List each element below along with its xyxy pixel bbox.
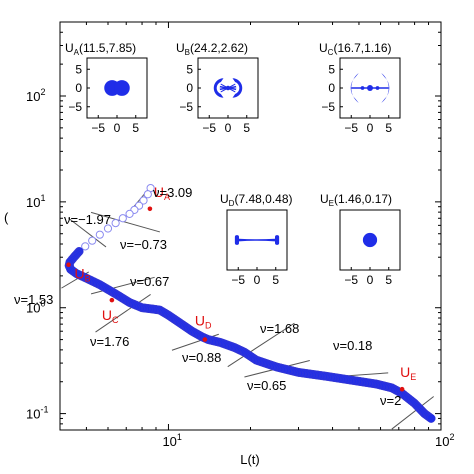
highlight-point bbox=[202, 337, 208, 342]
x-axis-label: L(t) bbox=[240, 452, 260, 467]
inset-x-tick-label: 5 bbox=[385, 273, 392, 287]
inset-node bbox=[360, 86, 365, 90]
inset-blob bbox=[114, 80, 130, 96]
inset-y-tick-label: 5 bbox=[328, 62, 335, 76]
inset-y-tick-label: 0 bbox=[186, 81, 193, 95]
fit-labels: ν=3.09 ν=−1.97 ν=−0.73 ν=0.67 ν=1.53 ν=1.76 ν=… bbox=[14, 185, 401, 408]
fit-label: ν=−0.73 bbox=[120, 237, 167, 252]
highlight-point bbox=[66, 262, 71, 267]
fit-line bbox=[391, 396, 434, 430]
inset-title: UE(1.46,0.17) bbox=[320, 192, 392, 208]
curve-open-marker bbox=[111, 219, 120, 228]
inset-c: UC(16.7,1.16)−5 0 550−5 bbox=[319, 41, 401, 135]
inset-end bbox=[275, 235, 280, 245]
inset-node bbox=[375, 86, 380, 90]
inset-y-tick-label: 5 bbox=[186, 62, 193, 76]
inset-x-tick-label: 0 bbox=[254, 273, 261, 287]
highlight-point-label: UC bbox=[102, 307, 119, 325]
main-axis-ticks: 101 102 10-1 100 101 102 bbox=[26, 22, 454, 449]
inset-disk bbox=[362, 232, 378, 248]
x-tick-label: 101 bbox=[162, 432, 181, 449]
highlight-point-label: UE bbox=[400, 364, 416, 382]
fit-label: ν=−1.97 bbox=[64, 212, 111, 227]
inset-x-tick-label: 5 bbox=[272, 273, 279, 287]
y-tick-label: 101 bbox=[26, 193, 45, 210]
y-tick-label: 100 bbox=[26, 299, 45, 316]
curve-marker bbox=[426, 413, 436, 423]
inset-x-tick-label: −5 bbox=[344, 273, 358, 287]
curve-open-marker bbox=[143, 190, 152, 199]
inset-y-tick-label: −5 bbox=[321, 100, 335, 114]
inset-x-tick-label: −5 bbox=[91, 121, 105, 135]
curve-open-marker bbox=[103, 224, 113, 233]
highlight-point bbox=[109, 297, 115, 303]
inset-x-tick-label: 0 bbox=[114, 121, 121, 135]
inset-y-tick-label: −5 bbox=[179, 100, 193, 114]
highlight-point-label: UD bbox=[195, 313, 212, 331]
inset-e: UE(1.46,0.17) −5 0 5 bbox=[320, 192, 401, 287]
inset-a: UA(11.5,7.85)−5 0 550−5 bbox=[65, 41, 148, 135]
fit-line bbox=[90, 211, 161, 233]
inset-arc-right bbox=[381, 73, 390, 103]
fit-label: ν=1.53 bbox=[14, 292, 53, 307]
inset-core bbox=[367, 85, 373, 91]
inset-arc-left bbox=[350, 73, 359, 103]
inset-x-tick-label: −5 bbox=[231, 273, 245, 287]
inset-y-tick-label: 0 bbox=[328, 81, 335, 95]
inset-title: UB(24.2,2.62) bbox=[176, 41, 248, 57]
inset-arc-left bbox=[213, 78, 224, 98]
inset-end bbox=[234, 235, 239, 245]
curve-open-marker bbox=[88, 236, 97, 245]
fit-line bbox=[90, 276, 155, 295]
highlight-point-label: UA bbox=[154, 184, 170, 202]
inset-title: UA(11.5,7.85) bbox=[65, 41, 136, 57]
x-tick-label: 102 bbox=[435, 432, 454, 449]
inset-neck bbox=[239, 238, 275, 242]
curve-open-marker bbox=[125, 209, 134, 218]
inset-x-tick-label: 5 bbox=[243, 121, 250, 135]
fit-line bbox=[227, 322, 295, 368]
inset-y-tick-label: 5 bbox=[75, 62, 82, 76]
fit-label: ν=3.09 bbox=[153, 185, 192, 200]
inset-title: UC(16.7,1.16) bbox=[319, 41, 392, 57]
curve-open-marker bbox=[81, 242, 90, 251]
fit-label: ν=0.18 bbox=[333, 338, 372, 353]
inset-y-tick-label: 0 bbox=[75, 81, 82, 95]
inset-x-tick-label: −5 bbox=[202, 121, 216, 135]
fit-line bbox=[68, 217, 107, 248]
curve-open-marker bbox=[139, 196, 148, 205]
inset-x-tick-label: 0 bbox=[225, 121, 232, 135]
inset-x-tick-label: 5 bbox=[132, 121, 139, 135]
highlight-point bbox=[399, 386, 405, 392]
fit-label: ν=1.76 bbox=[90, 334, 129, 349]
fit-label: ν=0.65 bbox=[247, 378, 286, 393]
fit-label: ν=0.88 bbox=[182, 350, 221, 365]
inset-arc-right bbox=[232, 78, 243, 98]
curve-open-marker bbox=[95, 230, 104, 239]
fit-line bbox=[95, 293, 151, 333]
inset-b: UB(24.2,2.62)−5 0 550−5 bbox=[176, 41, 259, 135]
curve-open-marker bbox=[118, 214, 127, 223]
inset-x-tick-label: 0 bbox=[367, 273, 374, 287]
data-curve bbox=[64, 183, 436, 423]
y-tick-label: 10-1 bbox=[26, 405, 48, 422]
inset-x-tick-label: 0 bbox=[367, 121, 374, 135]
fit-label: ν=1.68 bbox=[260, 321, 299, 336]
y-tick-label: 102 bbox=[26, 87, 45, 104]
fit-label: ν=2 bbox=[380, 393, 401, 408]
inset-title: UD(7.48,0.48) bbox=[220, 192, 293, 208]
y-axis-label-fragment: ( bbox=[4, 210, 9, 225]
fit-label: ν=0.67 bbox=[130, 274, 169, 289]
inset-d: UD(7.48,0.48) −5 0 5 bbox=[220, 192, 293, 287]
inset-x-tick-label: −5 bbox=[344, 121, 358, 135]
highlight-points: UA UB UC UD UE bbox=[66, 184, 416, 392]
inset-y-tick-label: −5 bbox=[68, 100, 82, 114]
insets: UA(11.5,7.85)−5 0 550−5UB(24.2,2.62)−5 0 550… bbox=[65, 41, 401, 287]
highlight-point bbox=[147, 206, 153, 212]
highlight-point-label: UB bbox=[75, 266, 91, 284]
inset-core bbox=[225, 85, 231, 91]
inset-x-tick-label: 5 bbox=[385, 121, 392, 135]
